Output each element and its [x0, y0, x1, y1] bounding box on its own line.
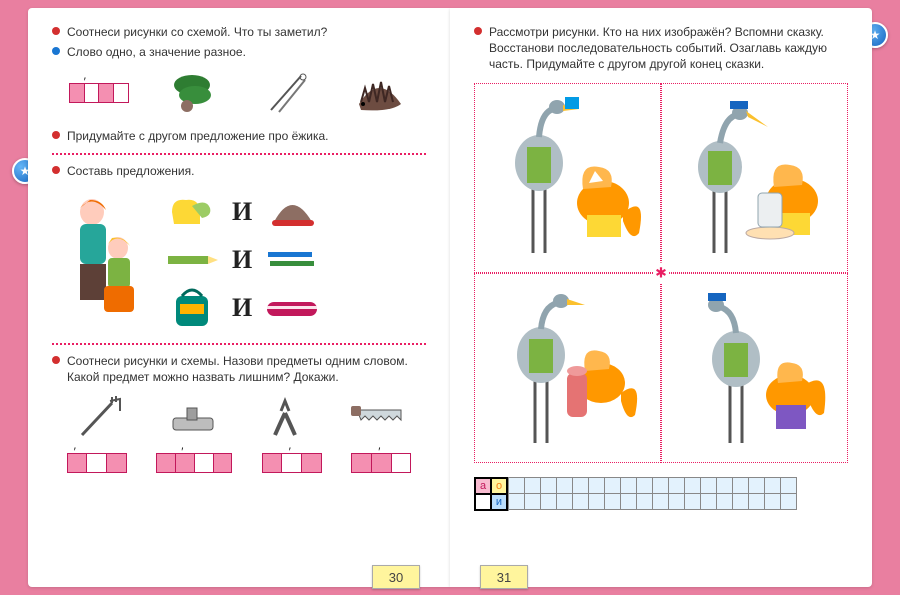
task1-text2: Слово одно, а значение разное.	[67, 44, 426, 60]
task2-text: Придумайте с другом предложение про ёжик…	[67, 128, 426, 144]
page-left: Соотнеси рисунки со схемой. Что ты замет…	[28, 8, 450, 587]
task1-line2: Слово одно, а значение разное.	[52, 44, 426, 60]
plane-icon	[162, 393, 222, 443]
task4-tools	[52, 393, 426, 443]
task1-illustrations: ′	[52, 68, 426, 118]
conjunction-i: И	[232, 245, 252, 275]
crane-fox-2-icon	[661, 83, 848, 273]
backpack-icon	[162, 288, 222, 328]
bullet-red-icon	[52, 166, 60, 174]
hat-icon	[262, 192, 322, 232]
book-spread: Соотнеси рисунки со схемой. Что ты замет…	[28, 8, 872, 587]
task3: Составь предложения.	[52, 163, 426, 179]
task3-items: И И И	[162, 192, 426, 328]
bullet-red-icon	[52, 27, 60, 35]
label-o: о	[491, 478, 507, 494]
task4-text: Соотнеси рисунки и схемы. Назови предмет…	[67, 353, 426, 385]
story-grid	[474, 83, 848, 463]
needles-icon	[256, 68, 316, 118]
task3-layout: И И И	[52, 185, 426, 335]
page-number-left: 30	[372, 565, 420, 589]
pens-icon	[262, 240, 322, 280]
right-task-text: Рассмотри рисунки. Кто на них изображён?…	[489, 24, 848, 73]
hedgehog-icon	[349, 68, 409, 118]
scheme-4: ′	[351, 453, 411, 473]
letter-grid-labels: а о и	[474, 477, 508, 511]
rake-icon	[69, 393, 129, 443]
pencilcase-icon	[262, 288, 322, 328]
task3-row-2: И	[162, 240, 426, 280]
letter-grid-cells[interactable]	[508, 477, 797, 511]
task3-row-3: И	[162, 288, 426, 328]
scheme-2: ′	[156, 453, 232, 473]
crane-fox-3-icon	[474, 273, 661, 463]
pencil-icon	[162, 240, 222, 280]
saw-icon	[349, 393, 409, 443]
task3-row-1: И	[162, 192, 426, 232]
divider	[52, 343, 426, 345]
task4-schemes: ′ ′ ′ ′	[52, 453, 426, 473]
task1-line1: Соотнеси рисунки со схемой. Что ты замет…	[52, 24, 426, 40]
right-task: Рассмотри рисунки. Кто на них изображён?…	[474, 24, 848, 73]
divider	[52, 153, 426, 155]
label-i: и	[491, 494, 507, 510]
word-scheme: ′	[69, 68, 129, 118]
scheme-3: ′	[262, 453, 322, 473]
task1-text1: Соотнеси рисунки со схемой. Что ты замет…	[67, 24, 426, 40]
task3-text: Составь предложения.	[67, 163, 426, 179]
label-a: а	[475, 478, 491, 494]
branch-icon	[162, 68, 222, 118]
bullet-red-icon	[474, 27, 482, 35]
page-number-right: 31	[480, 565, 528, 589]
crane-fox-4-icon	[661, 273, 848, 463]
task4: Соотнеси рисунки и схемы. Назови предмет…	[52, 353, 426, 385]
bullet-red-icon	[52, 356, 60, 364]
crane-fox-1-icon	[474, 83, 661, 273]
bullet-red-icon	[52, 131, 60, 139]
pliers-icon	[256, 393, 316, 443]
task2: Придумайте с другом предложение про ёжик…	[52, 128, 426, 144]
mother-child-icon	[52, 185, 152, 335]
mittens-icon	[162, 192, 222, 232]
scheme-1: ′	[67, 453, 127, 473]
conjunction-i: И	[232, 293, 252, 323]
conjunction-i: И	[232, 197, 252, 227]
page-right: Рассмотри рисунки. Кто на них изображён?…	[450, 8, 872, 587]
bullet-blue-icon	[52, 47, 60, 55]
letter-grid: а о и	[474, 477, 848, 511]
